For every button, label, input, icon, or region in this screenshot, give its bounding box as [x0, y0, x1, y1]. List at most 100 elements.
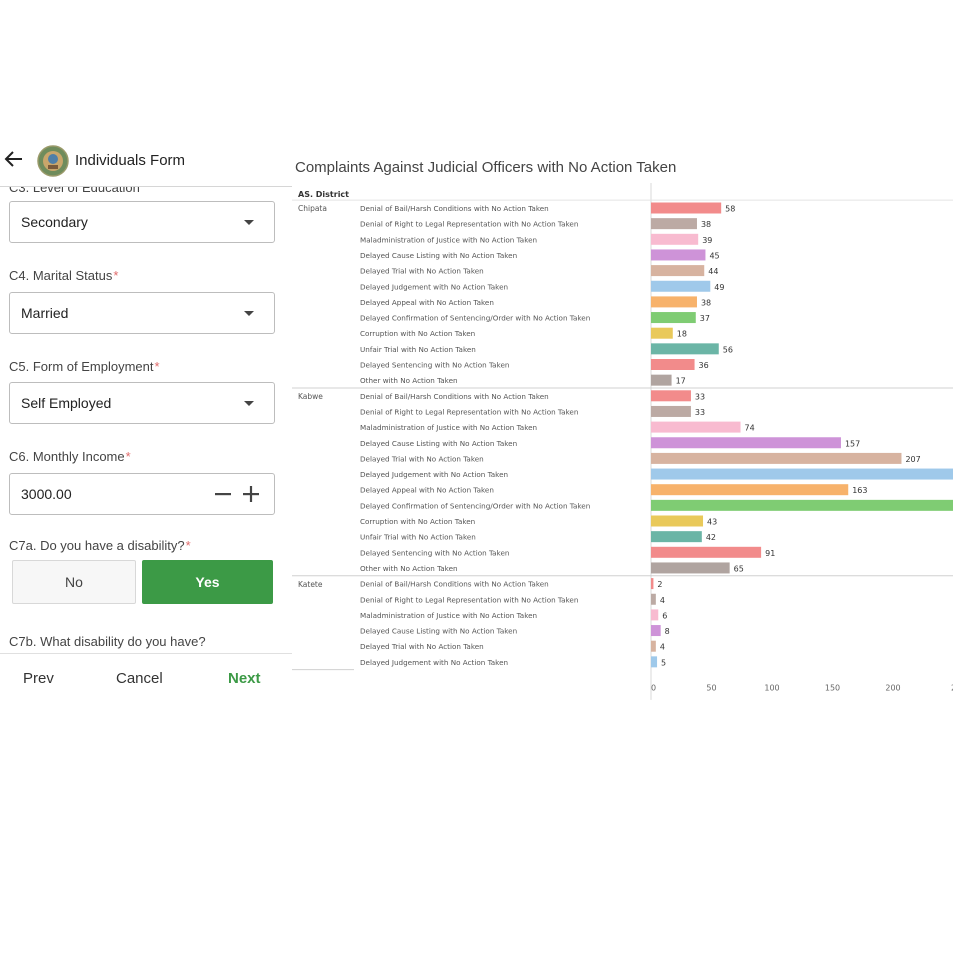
- caret-down-icon: [244, 311, 254, 316]
- bar: [651, 374, 672, 386]
- employment-select-value: Self Employed: [21, 395, 112, 411]
- category-label: Corruption with No Action Taken: [360, 329, 475, 338]
- disability-no-button[interactable]: No: [12, 560, 136, 604]
- x-tick-label: 2: [951, 684, 953, 693]
- category-label: Delayed Confirmation of Sentencing/Order…: [360, 314, 590, 323]
- bar-value-label: 157: [845, 439, 860, 448]
- bar-value-label: 65: [734, 564, 744, 573]
- monthly-income-label-text: C6. Monthly Income: [9, 449, 125, 464]
- bar: [651, 405, 691, 417]
- category-label: Delayed Appeal with No Action Taken: [360, 486, 494, 495]
- employment-select[interactable]: Self Employed: [9, 382, 275, 424]
- prev-button[interactable]: Prev: [23, 670, 54, 687]
- x-tick-label: 50: [706, 684, 716, 693]
- bar-value-label: 6: [662, 611, 667, 620]
- plus-icon[interactable]: [242, 485, 260, 503]
- required-mark: *: [125, 449, 131, 464]
- district-label: Chipata: [298, 204, 327, 213]
- bar-value-label: 45: [709, 251, 719, 260]
- bar-value-label: 33: [695, 392, 705, 401]
- category-label: Delayed Appeal with No Action Taken: [360, 298, 494, 307]
- category-label: Delayed Trial with No Action Taken: [360, 642, 484, 651]
- category-label: Denial of Right to Legal Representation …: [360, 595, 578, 604]
- category-label: Delayed Sentencing with No Action Taken: [360, 548, 509, 557]
- form-title: Individuals Form: [75, 152, 186, 169]
- bar: [651, 546, 762, 558]
- bar: [651, 593, 656, 605]
- bar: [651, 609, 659, 621]
- category-label: Delayed Sentencing with No Action Taken: [360, 361, 509, 370]
- bar: [651, 218, 697, 230]
- bar: [651, 531, 702, 543]
- caret-down-icon: [244, 401, 254, 406]
- bar-value-label: 56: [723, 345, 733, 354]
- bar-value-label: 207: [905, 455, 920, 464]
- bar-value-label: 44: [708, 267, 718, 276]
- bar: [651, 499, 953, 511]
- category-label: Delayed Judgement with No Action Taken: [360, 658, 508, 667]
- arrow-left-icon[interactable]: [3, 148, 25, 170]
- bar: [651, 359, 695, 370]
- bar: [651, 578, 654, 590]
- category-label: Delayed Judgement with No Action Taken: [360, 282, 508, 291]
- bar: [651, 233, 699, 245]
- marital-status-label-text: C4. Marital Status: [9, 268, 113, 283]
- bar: [651, 265, 705, 277]
- required-mark: *: [113, 268, 119, 283]
- bar: [651, 656, 658, 668]
- monthly-income-input[interactable]: 3000.00: [9, 473, 275, 515]
- monthly-income-value[interactable]: 3000.00: [21, 486, 72, 502]
- required-mark: *: [185, 538, 191, 553]
- bar-value-label: 5: [661, 658, 666, 667]
- category-label: Unfair Trial with No Action Taken: [360, 533, 476, 542]
- emblem-logo-icon: [37, 145, 69, 177]
- x-tick-label: 0: [651, 684, 656, 693]
- marital-status-label: C4. Marital Status*: [9, 268, 118, 283]
- disability-yes-button[interactable]: Yes: [142, 560, 273, 604]
- form-footer: Prev Cancel Next: [0, 653, 292, 698]
- disability-type-label: C7b. What disability do you have?: [9, 634, 206, 649]
- individuals-form-panel: C3. Level of Education Secondary C4. Mar…: [0, 140, 292, 698]
- category-label: Delayed Cause Listing with No Action Tak…: [360, 627, 517, 636]
- bar: [651, 484, 849, 496]
- bar: [651, 280, 711, 292]
- bar-value-label: 37: [700, 314, 710, 323]
- bar-value-label: 2: [657, 580, 662, 589]
- bar: [651, 343, 719, 355]
- bar: [651, 327, 673, 339]
- category-label: Delayed Trial with No Action Taken: [360, 454, 484, 463]
- monthly-income-label: C6. Monthly Income*: [9, 449, 131, 464]
- bar: [651, 625, 661, 637]
- bar: [651, 452, 902, 464]
- disability-question-label: C7a. Do you have a disability?*: [9, 538, 191, 553]
- bar-value-label: 4: [660, 643, 665, 652]
- chart-title: Complaints Against Judicial Officers wit…: [295, 159, 677, 176]
- next-button[interactable]: Next: [228, 670, 261, 687]
- education-select[interactable]: Secondary: [9, 201, 275, 243]
- bar: [651, 390, 691, 402]
- district-column-header: AS. District: [298, 190, 349, 199]
- bar-value-label: 74: [745, 424, 755, 433]
- bar: [651, 515, 704, 527]
- bar-value-label: 163: [852, 486, 867, 495]
- bar: [651, 562, 730, 574]
- category-label: Delayed Trial with No Action Taken: [360, 267, 484, 276]
- bar-chart: AS. District Chipata Denial of Bail/Harsh …: [292, 183, 953, 700]
- marital-status-select[interactable]: Married: [9, 292, 275, 334]
- category-label: Delayed Confirmation of Sentencing/Order…: [360, 501, 590, 510]
- bar-value-label: 39: [702, 236, 712, 245]
- bar: [651, 296, 697, 308]
- bar-value-label: 8: [665, 627, 670, 636]
- marital-status-select-value: Married: [21, 305, 69, 321]
- category-label: Maladministration of Justice with No Act…: [360, 423, 537, 432]
- bar: [651, 468, 953, 480]
- bar: [651, 421, 741, 433]
- bar-value-label: 17: [676, 377, 686, 386]
- required-mark: *: [154, 359, 160, 374]
- minus-icon[interactable]: [214, 485, 232, 503]
- category-label: Denial of Bail/Harsh Conditions with No …: [360, 392, 549, 401]
- cancel-button[interactable]: Cancel: [116, 670, 163, 687]
- bar-value-label: 4: [660, 596, 665, 605]
- category-label: Delayed Cause Listing with No Action Tak…: [360, 251, 517, 260]
- category-label: Delayed Judgement with No Action Taken: [360, 470, 508, 479]
